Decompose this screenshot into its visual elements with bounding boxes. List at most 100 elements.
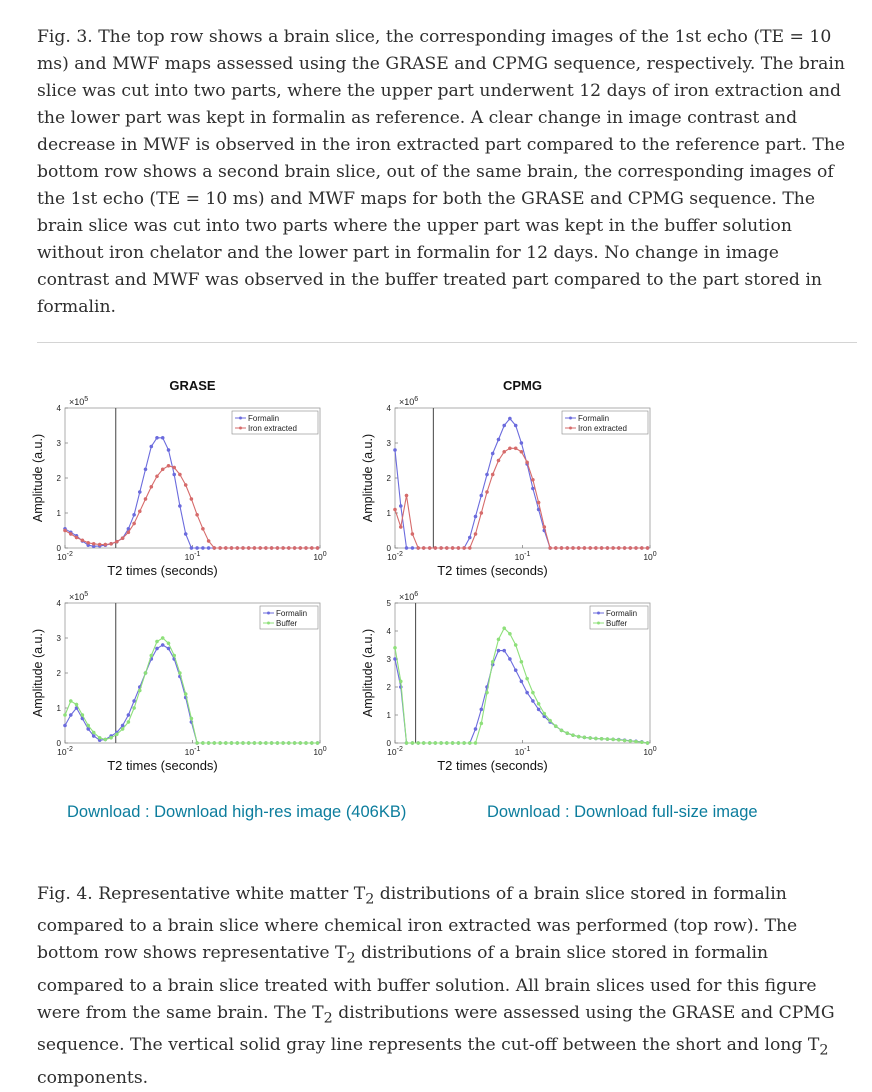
data-point — [622, 738, 627, 743]
y-tick-label: 0 — [387, 544, 392, 553]
data-point — [155, 646, 159, 651]
data-point — [473, 514, 478, 519]
chart-title: CPMG — [503, 378, 542, 393]
y-tick-label: 3 — [387, 439, 392, 448]
data-point — [496, 648, 501, 653]
data-point — [565, 546, 570, 550]
y-tick-label: 1 — [387, 509, 392, 518]
x-tick-label: 10-1 — [185, 551, 201, 562]
data-point — [536, 500, 541, 505]
data-point — [264, 741, 268, 745]
data-point — [304, 741, 308, 745]
data-point — [275, 741, 280, 745]
data-point — [166, 463, 171, 468]
data-point — [450, 741, 455, 745]
data-point — [496, 458, 501, 463]
legend-box — [231, 410, 319, 435]
data-point — [103, 542, 108, 547]
data-point — [416, 741, 421, 745]
data-point — [155, 474, 159, 479]
data-point — [63, 528, 67, 533]
data-point — [201, 526, 205, 531]
data-point — [531, 486, 535, 491]
data-point — [74, 702, 79, 707]
download-high-res-link[interactable]: Download : Download high-res image (406K… — [67, 803, 407, 821]
data-point — [120, 536, 125, 541]
y-tick-label: 3 — [57, 439, 62, 448]
data-point — [281, 546, 285, 550]
data-point — [91, 541, 96, 546]
data-point — [605, 546, 610, 550]
data-point — [536, 707, 541, 712]
data-point — [63, 723, 67, 728]
data-point — [479, 511, 484, 515]
y-tick-label: 0 — [387, 739, 392, 748]
data-point — [292, 546, 297, 550]
download-full-size-link[interactable]: Download : Download full-size image — [487, 803, 758, 821]
legend-box — [561, 410, 649, 435]
data-point — [605, 737, 610, 741]
data-point — [298, 741, 303, 745]
data-point — [160, 467, 165, 472]
data-point — [525, 460, 529, 465]
legend-label: Iron extracted — [248, 424, 297, 433]
data-point — [616, 738, 621, 742]
data-point — [109, 735, 113, 740]
data-point — [315, 546, 320, 550]
data-point — [195, 741, 199, 745]
legend-label: Iron extracted — [578, 424, 627, 433]
data-point — [628, 546, 633, 550]
y-tick-label: 5 — [387, 599, 392, 608]
caption-subscript: 2 — [365, 891, 375, 908]
data-point — [103, 737, 108, 742]
data-point — [91, 730, 96, 735]
data-point — [502, 423, 507, 428]
data-point — [126, 713, 131, 717]
data-point — [508, 631, 512, 636]
data-point — [634, 739, 638, 744]
chart-panel: 0 1 2 3 4 ×105 10-2 10-1 100 T2 times (seconds) Am… — [31, 591, 327, 773]
data-point — [137, 688, 142, 693]
data-point — [502, 449, 507, 454]
caption-text: distributions of a brain slice stored in… — [37, 884, 798, 964]
data-point — [479, 721, 484, 726]
data-point — [588, 546, 593, 550]
y-axis-label: Amplitude (a.u.) — [31, 434, 45, 522]
data-point — [594, 546, 598, 550]
data-point — [258, 741, 263, 745]
data-point — [155, 639, 159, 644]
data-point — [559, 546, 564, 550]
chart-panel: CPMG 0 1 2 3 4 ×106 10-2 10-1 100 T2 times (second… — [361, 378, 657, 578]
data-point — [490, 451, 495, 456]
data-point — [241, 741, 245, 745]
x-axis-label: T2 times (seconds) — [107, 563, 218, 578]
legend-label: Formalin — [248, 414, 279, 423]
data-point — [427, 546, 432, 550]
section-divider — [37, 342, 857, 343]
caption-subscript: 2 — [346, 950, 356, 967]
data-point — [467, 535, 472, 540]
data-point — [149, 653, 154, 658]
data-point — [398, 504, 403, 508]
legend-label: Formalin — [606, 609, 637, 618]
data-point — [178, 472, 182, 477]
legend-marker — [239, 426, 242, 430]
x-tick-label: 10-2 — [57, 551, 73, 562]
data-point — [126, 526, 131, 531]
y-tick-label: 2 — [57, 669, 62, 678]
data-point — [229, 741, 234, 745]
data-point — [519, 679, 524, 684]
legend-marker — [569, 416, 572, 420]
data-point — [490, 472, 495, 477]
data-point — [160, 435, 165, 440]
data-point — [91, 734, 96, 738]
x-tick-label: 10-2 — [57, 746, 73, 757]
y-multiplier: ×105 — [69, 591, 88, 602]
data-point — [309, 741, 314, 745]
data-point — [467, 546, 472, 550]
data-point — [68, 699, 73, 703]
data-point — [172, 653, 177, 658]
y-tick-label: 4 — [57, 404, 62, 413]
figure-4-caption: Fig. 4. Representative white matter T2 d… — [37, 881, 847, 1092]
